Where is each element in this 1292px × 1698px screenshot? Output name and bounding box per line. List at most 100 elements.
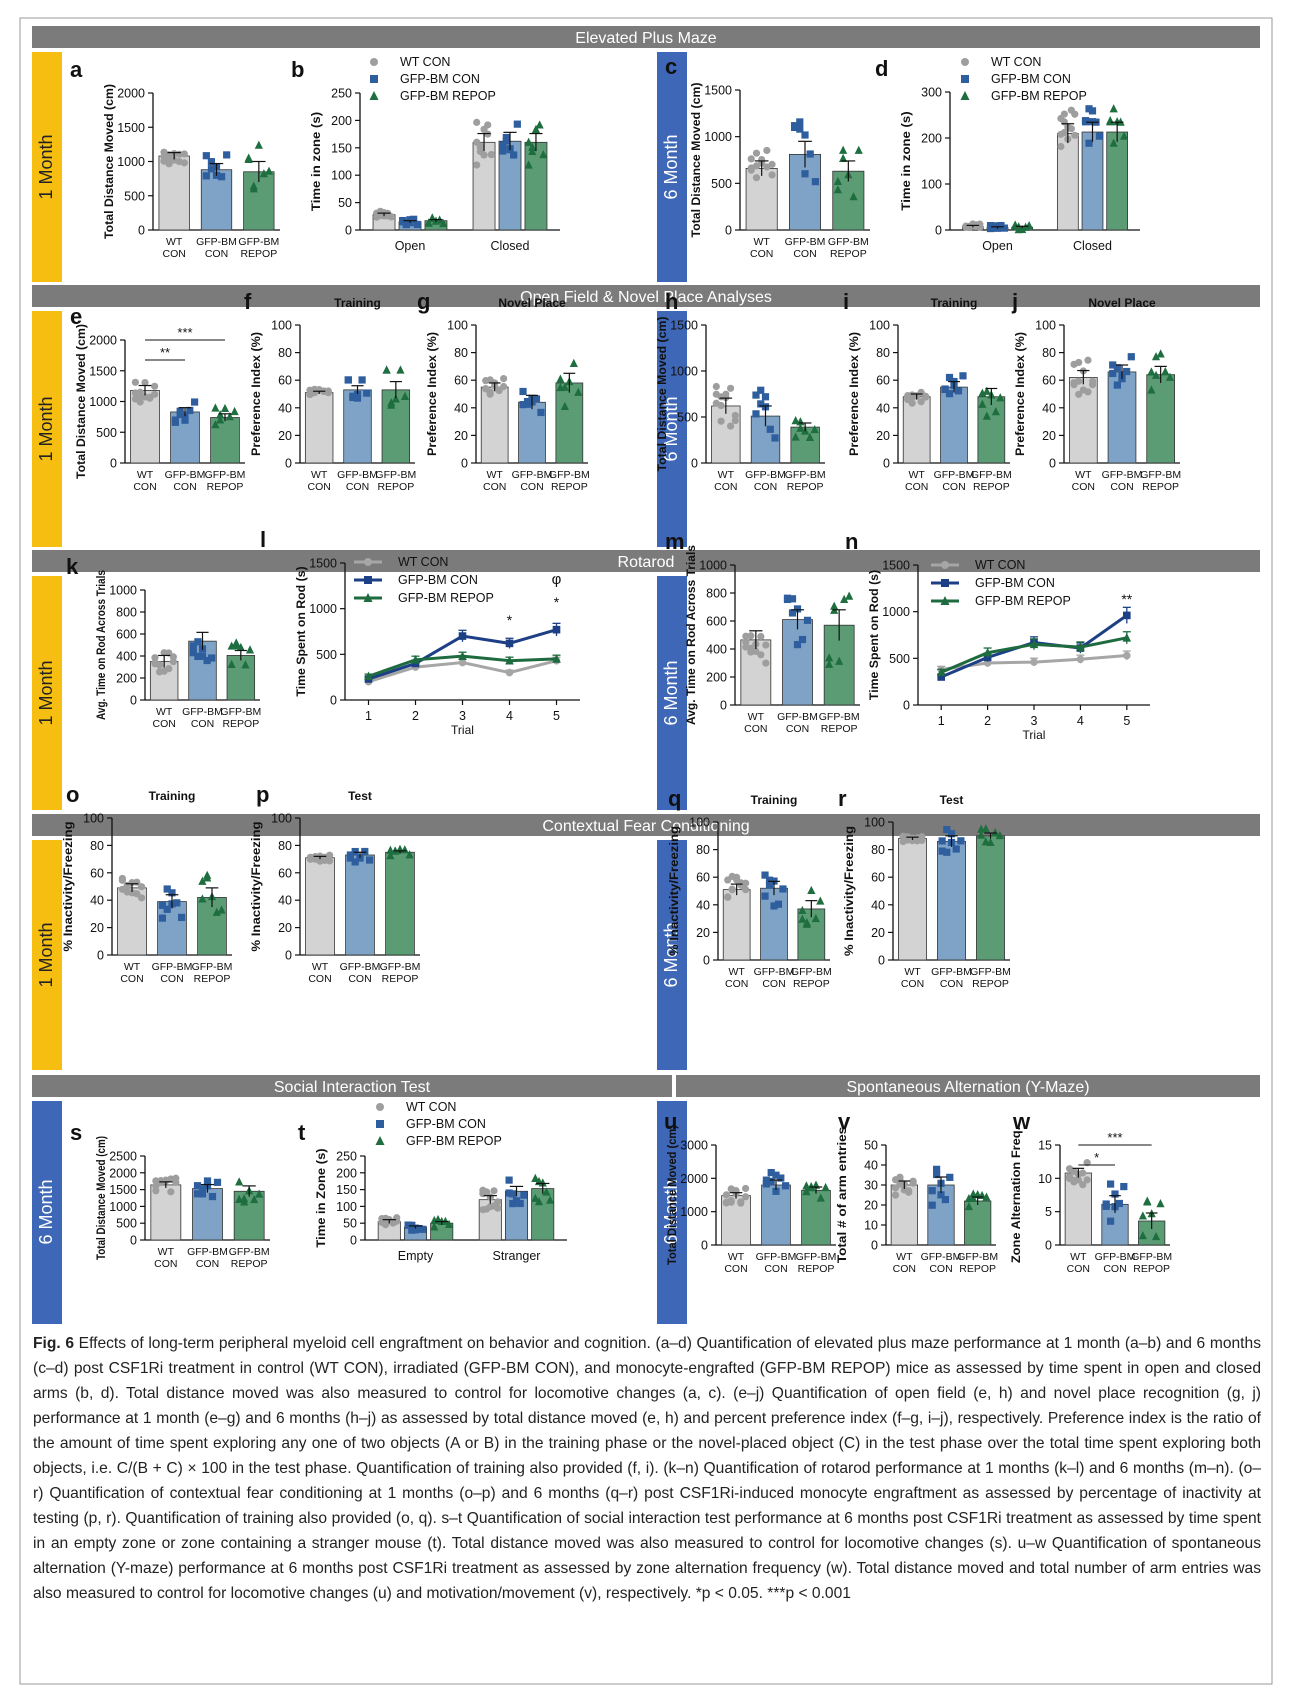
chart-b-point	[535, 120, 544, 129]
chart-m-point	[803, 616, 812, 624]
chart-w-point	[1120, 1182, 1128, 1191]
chart-n-ytick-label: 0	[903, 699, 910, 713]
chart-o-panel-letter: o	[66, 782, 79, 807]
chart-r-ytick-label: 20	[871, 926, 885, 940]
chart-n-point	[936, 667, 946, 677]
chart-c-point	[752, 174, 761, 182]
chart-g-title: Novel Place	[498, 296, 566, 310]
chart-d-point	[1081, 118, 1090, 126]
chart-f-point	[396, 365, 405, 374]
chart-i-point	[982, 386, 991, 395]
chart-g-point	[500, 375, 508, 383]
chart-e-xtick-label: CON	[133, 481, 156, 493]
chart-e-point	[131, 378, 139, 386]
chart-t-ytick-label: 50	[343, 1217, 357, 1231]
chart-b-legend-marker	[369, 91, 379, 100]
chart-a-ylabel: Total Distance Moved (cm)	[104, 84, 116, 239]
chart-t-point	[441, 1216, 450, 1225]
chart-c-point	[833, 185, 843, 194]
chart-h-panel-letter: h	[665, 289, 678, 314]
chart-l-legend-label: WT CON	[398, 555, 448, 569]
chart-s-xtick-label: GFP-BM	[187, 1246, 228, 1258]
chart-l-legend-marker	[364, 576, 372, 584]
chart-j-ytick-label: 100	[1035, 319, 1056, 333]
chart-q-panel-letter: q	[668, 786, 681, 811]
chart-h-point	[766, 425, 774, 433]
chart-c-ytick-label: 500	[711, 177, 732, 191]
chart-d-ylabel: Time in zone (s)	[901, 111, 913, 210]
chart-w-bar	[1064, 1172, 1092, 1246]
chart-s-point	[157, 1177, 165, 1185]
figure-border	[19, 17, 1273, 1685]
chart-s-xtick-label: CON	[196, 1258, 219, 1270]
chart-w-ytick-label: 10	[1038, 1172, 1052, 1186]
chart-t-point	[430, 1222, 439, 1231]
chart-h-point	[717, 417, 725, 425]
side-bar-epm-1m	[32, 52, 62, 282]
chart-t-point	[512, 1197, 521, 1205]
chart-b-ytick-label: 150	[331, 141, 352, 155]
chart-p-point	[386, 845, 395, 854]
chart-k-point	[194, 638, 202, 646]
chart-o-point	[212, 907, 221, 916]
chart-c-point	[801, 131, 809, 139]
chart-w-panel-letter: w	[1012, 1109, 1031, 1134]
chart-t-point	[509, 1190, 517, 1198]
chart-i-point	[917, 398, 925, 406]
chart-q-ylabel: % Inactivity/Freezing	[669, 826, 681, 956]
chart-q-point	[798, 905, 807, 915]
chart-c-point	[791, 122, 799, 130]
chart-o-point	[123, 888, 131, 896]
chart-q-xtick-label: CON	[725, 978, 748, 990]
chart-n-point	[983, 647, 992, 657]
chart-m-ytick-label: 600	[706, 615, 727, 629]
chart-i-ylabel: Preference Index (%)	[849, 332, 861, 456]
chart-l-legend-label: GFP-BM CON	[398, 573, 478, 587]
chart-u-point	[767, 1177, 775, 1185]
chart-q-point	[807, 885, 816, 895]
chart-c-ytick-label: 0	[725, 224, 732, 238]
chart-w-point	[1115, 1199, 1123, 1208]
chart-l-xtick-label: 4	[506, 709, 513, 723]
chart-s-ytick-label: 2000	[109, 1166, 137, 1180]
chart-b-point	[402, 220, 410, 229]
chart-h-point	[805, 432, 815, 441]
chart-b-point	[487, 150, 495, 159]
chart-f-bar	[304, 392, 334, 464]
chart-o-point	[198, 876, 207, 885]
chart-g-xtick-label: REPOP	[551, 481, 588, 493]
chart-q-point	[811, 913, 820, 923]
chart-f-xtick-label: REPOP	[377, 481, 414, 493]
chart-u-ytick-label: 3000	[680, 1139, 708, 1153]
chart-k-ytick-label: 600	[116, 628, 137, 642]
chart-t-point	[546, 1195, 555, 1204]
chart-d-point	[1085, 139, 1093, 147]
chart-o-ytick-label: 40	[90, 894, 104, 908]
chart-l-point	[458, 632, 467, 640]
chart-n-sig-label: **	[1121, 591, 1132, 607]
chart-e-xtick-label: GFP-BM	[205, 469, 246, 481]
chart-r-point	[991, 828, 1000, 837]
chart-o-point	[163, 905, 171, 913]
side-label-rotarod-6m: 6 Month	[661, 660, 681, 725]
chart-t-point	[415, 1225, 423, 1233]
chart-h-point	[810, 424, 819, 434]
chart-b-point	[484, 121, 492, 129]
chart-f-point	[400, 391, 410, 401]
chart-s-xtick-label: WT	[158, 1246, 175, 1258]
chart-r: 0 20 40 60 80 100 % Inactivity/Freezing r Test WT…	[838, 786, 1011, 990]
chart-s-point	[198, 1185, 207, 1193]
chart-r-xtick-label: GFP-BM	[970, 966, 1011, 978]
chart-d-point	[1120, 131, 1129, 140]
chart-r-xtick-label: WT	[904, 966, 921, 978]
chart-l-sig-label: *	[507, 612, 513, 628]
chart-e-ytick-label: 1000	[89, 395, 117, 409]
side-bar-cfc-1m	[32, 840, 62, 1070]
chart-l-xtick-label: 1	[365, 709, 372, 723]
chart-l-point	[505, 668, 514, 677]
chart-g-ytick-label: 0	[461, 457, 468, 471]
chart-q-point	[779, 885, 787, 893]
